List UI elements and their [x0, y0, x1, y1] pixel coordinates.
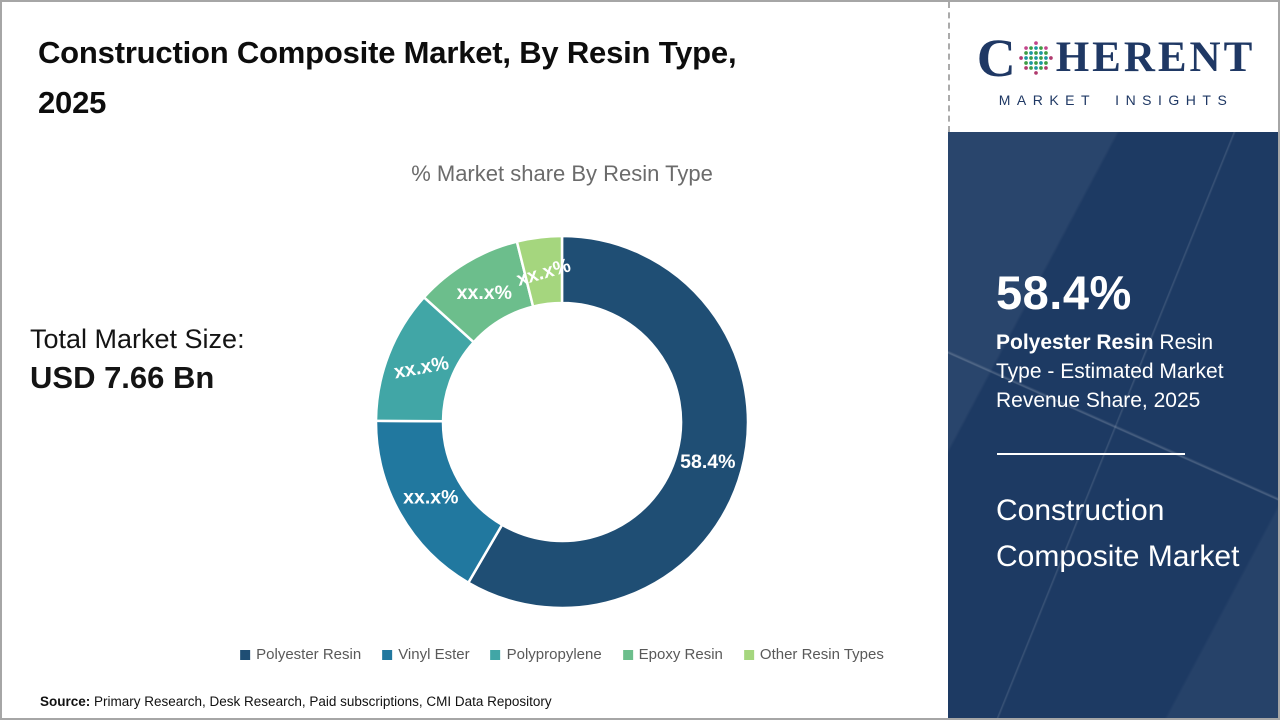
source-note: Source: Primary Research, Desk Research,… [40, 694, 552, 709]
globe-icon [1018, 40, 1053, 75]
total-market-size-label: Total Market Size: [30, 324, 245, 354]
logo: C HERENT MARKET INSIGHTS [948, 2, 1278, 132]
total-market-size-value: USD 7.66 Bn [30, 360, 215, 395]
legend-label: Polypropylene [506, 646, 602, 663]
source-prefix: Source: [40, 694, 91, 709]
chart-legend: Polyester Resin Vinyl Ester Polypropylene E… [240, 646, 884, 663]
legend-item-other-resin-types[interactable]: Other Resin Types [743, 646, 884, 663]
highlight-stat-value: 58.4% [996, 266, 1132, 319]
legend-label: Epoxy Resin [638, 646, 723, 663]
chart-title: % Market share By Resin Type [411, 161, 713, 186]
page-title-line-1: Construction Composite Market, By Resin … [38, 35, 737, 70]
main-area: Construction Composite Market, By Resin … [2, 2, 948, 718]
divider-line [997, 453, 1185, 455]
legend-label: Other Resin Types [759, 646, 884, 663]
legend-marker-polypropylene [490, 649, 501, 660]
highlight-segment-name: Polyester Resin [996, 331, 1154, 354]
slice-label-vinyl-ester: xx.x% [403, 486, 458, 508]
slice-label-epoxy-resin: xx.x% [457, 282, 512, 304]
page-title: Construction Composite Market, By Resin … [38, 28, 918, 128]
donut-slice-polyester-resin[interactable] [467, 234, 750, 610]
logo-wordmark: C HERENT [977, 31, 1256, 85]
legend-item-polypropylene[interactable]: Polypropylene [490, 646, 602, 663]
donut-chart: 58.4%xx.x%xx.x%xx.x%xx.x% [374, 234, 750, 610]
legend-marker-other-resin-types [743, 649, 754, 660]
legend-item-polyester-resin[interactable]: Polyester Resin [240, 646, 361, 663]
logo-subtitle: MARKET INSIGHTS [998, 91, 1234, 108]
sidebar-market-name: Construction Composite Market [996, 494, 1240, 573]
logo-letters-rest: HERENT [1055, 34, 1256, 81]
total-market-size: Total Market Size: USD 7.66 Bn [30, 324, 245, 396]
donut-slice-other-resin-types[interactable] [515, 234, 564, 308]
legend-item-vinyl-ester[interactable]: Vinyl Ester [382, 646, 470, 663]
source-text: Primary Research, Desk Research, Paid su… [90, 694, 552, 709]
donut-chart-area: 58.4% xx.x% xx.x% xx.x% xx.x% [362, 222, 762, 622]
sidebar: C HERENT MARKET INSIGHTS 58.4% Polyester… [948, 2, 1278, 718]
legend-label: Vinyl Ester [398, 646, 470, 663]
legend-marker-polyester-resin [240, 649, 251, 660]
highlight-description-rest: Resin Type - Estimated Market Revenue Sh… [996, 331, 1224, 412]
legend-marker-epoxy-resin [622, 649, 633, 660]
legend-marker-vinyl-ester [382, 649, 393, 660]
highlight-stat-description: Polyester Resin Resin Type - Estimated M… [996, 328, 1250, 415]
legend-item-epoxy-resin[interactable]: Epoxy Resin [622, 646, 723, 663]
slice-label-polyester-resin: 58.4% [680, 451, 735, 473]
sidebar-panel: 58.4% Polyester Resin Resin Type - Estim… [948, 132, 1278, 718]
legend-label: Polyester Resin [256, 646, 362, 663]
page-title-line-2: 2025 [38, 85, 107, 120]
logo-letter-c: C [976, 27, 1016, 88]
